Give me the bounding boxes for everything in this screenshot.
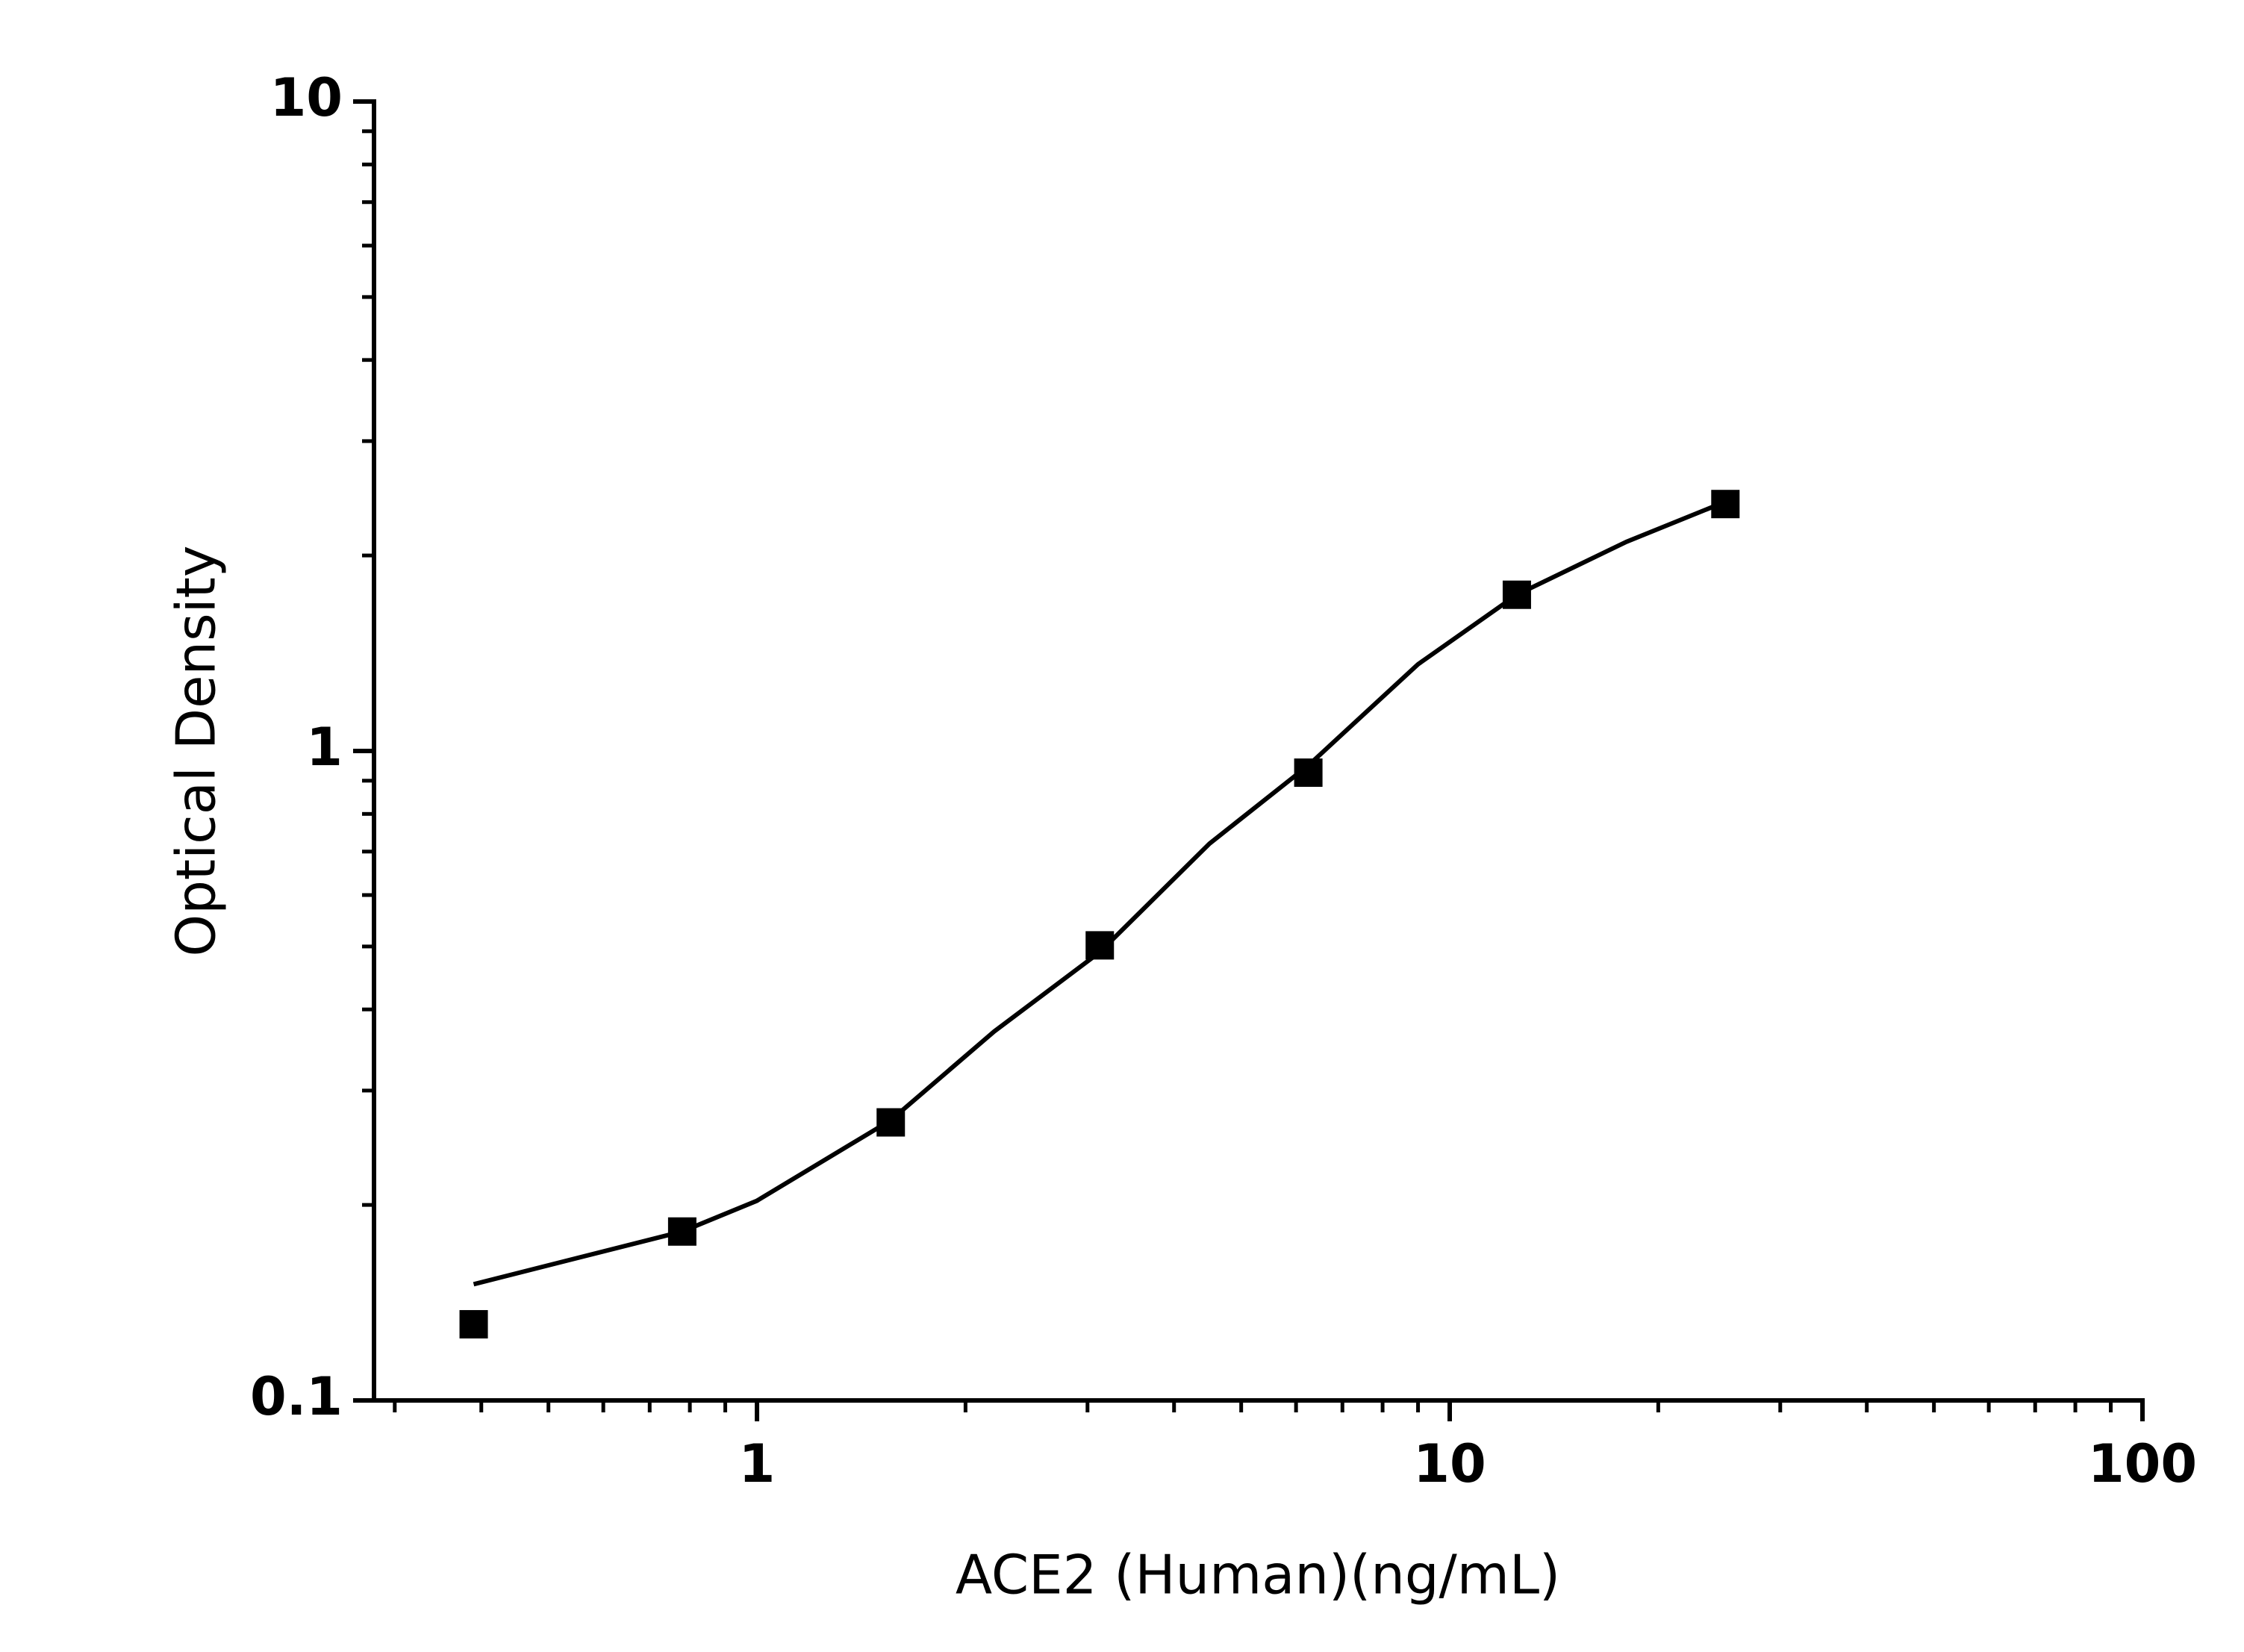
data-point bbox=[1502, 580, 1531, 609]
y-tick-label: 0.1 bbox=[250, 1366, 343, 1427]
x-tick-label: 100 bbox=[2088, 1433, 2197, 1494]
y-axis-title: Optical Density bbox=[165, 546, 228, 957]
data-point bbox=[459, 1309, 488, 1338]
data-point bbox=[1085, 931, 1115, 960]
y-tick-label: 1 bbox=[306, 717, 343, 778]
y-tick-label: 10 bbox=[270, 67, 343, 128]
x-tick-label: 10 bbox=[1413, 1433, 1486, 1494]
data-point bbox=[1294, 758, 1323, 788]
data-point bbox=[1711, 490, 1740, 519]
x-axis-title: ACE2 (Human)(ng/mL) bbox=[956, 1544, 1560, 1606]
x-tick-label: 1 bbox=[739, 1433, 776, 1494]
data-point bbox=[876, 1108, 906, 1137]
fit-curve bbox=[473, 499, 1727, 1287]
data-point bbox=[667, 1217, 696, 1246]
